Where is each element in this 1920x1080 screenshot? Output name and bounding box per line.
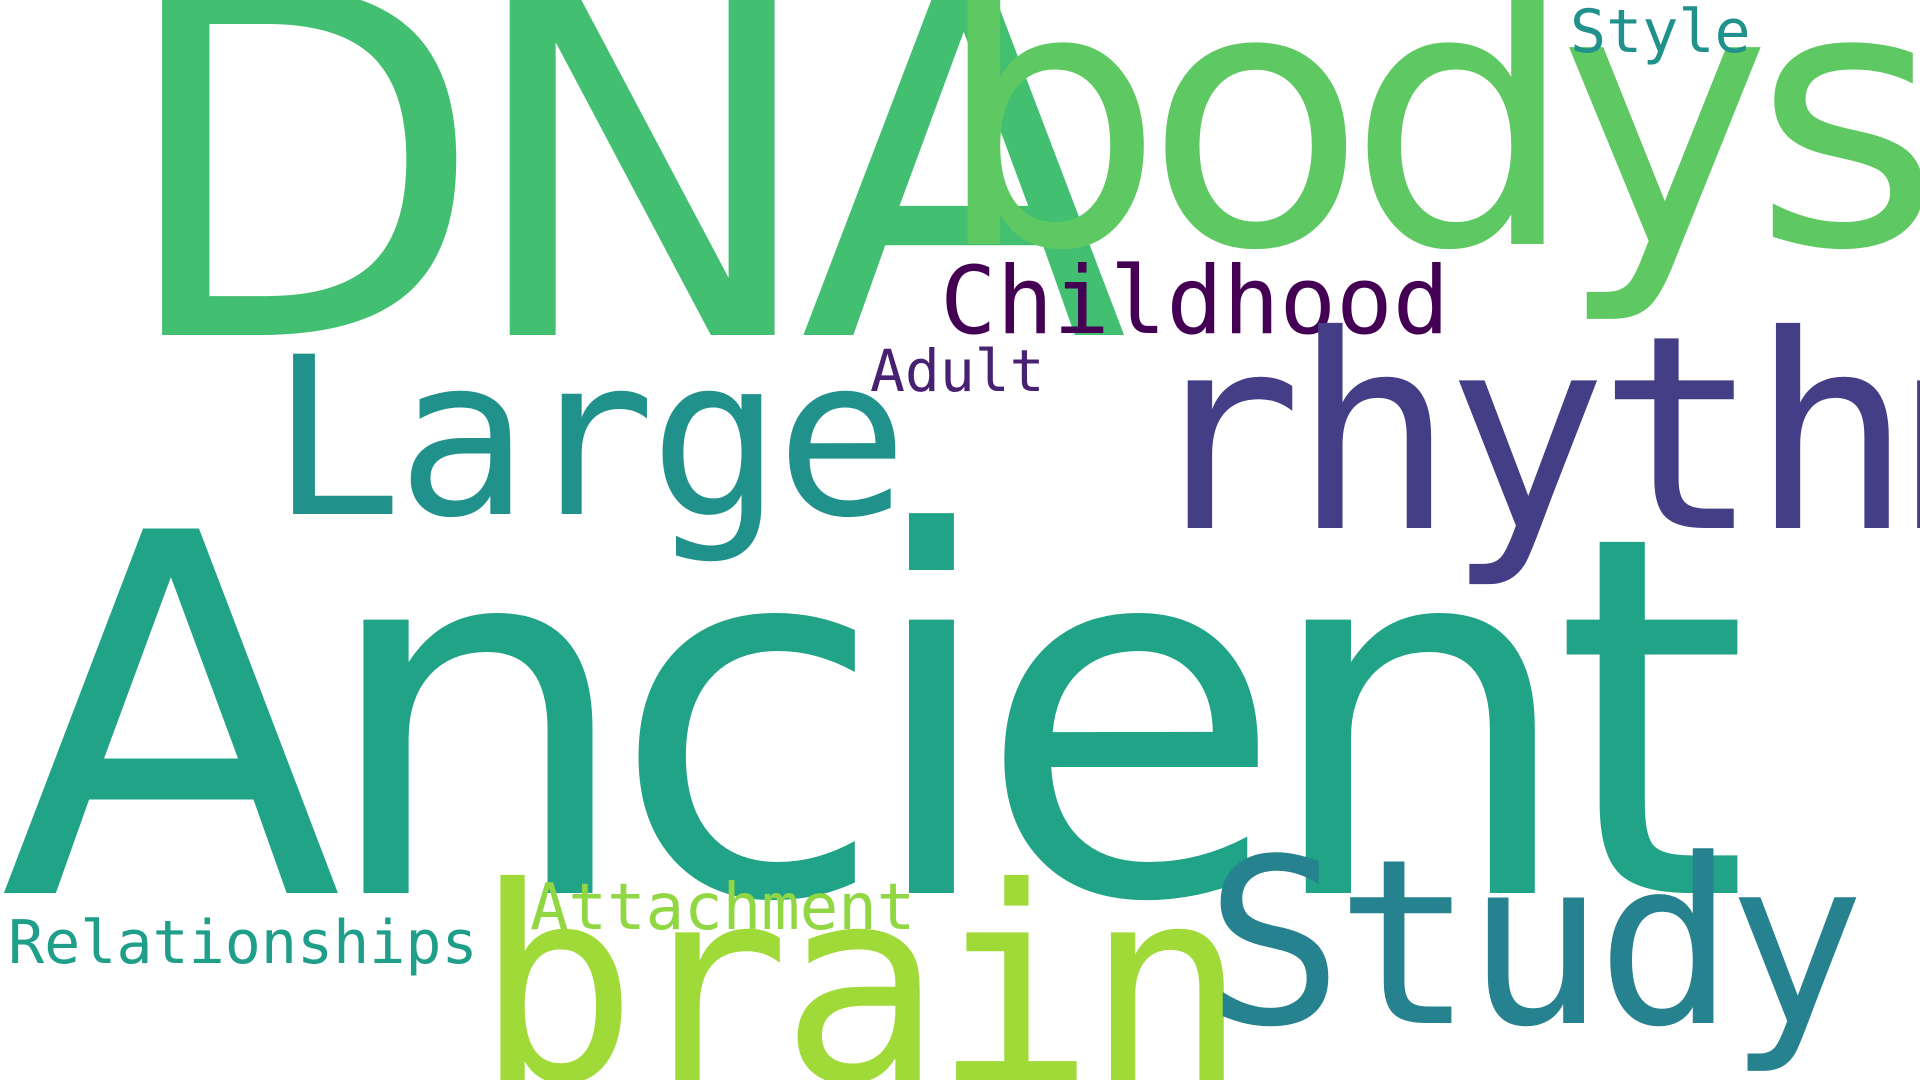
- word-style: Style: [1570, 0, 1751, 67]
- word-attachment: Attachment: [530, 871, 916, 945]
- word-adult: Adult: [870, 337, 1045, 405]
- word-bodys: bodys: [935, 0, 1920, 329]
- word-brain: brain: [475, 829, 1248, 1080]
- word-dna: DNA: [115, 0, 1128, 449]
- word-ancient: Ancient: [0, 429, 1749, 1011]
- word-relationships: Relationships: [8, 908, 478, 978]
- word-childhood: Childhood: [940, 247, 1450, 356]
- word-large: Large: [270, 310, 908, 566]
- word-study: Study: [1205, 811, 1865, 1078]
- word-rhythm: rhythm: [1140, 277, 1920, 592]
